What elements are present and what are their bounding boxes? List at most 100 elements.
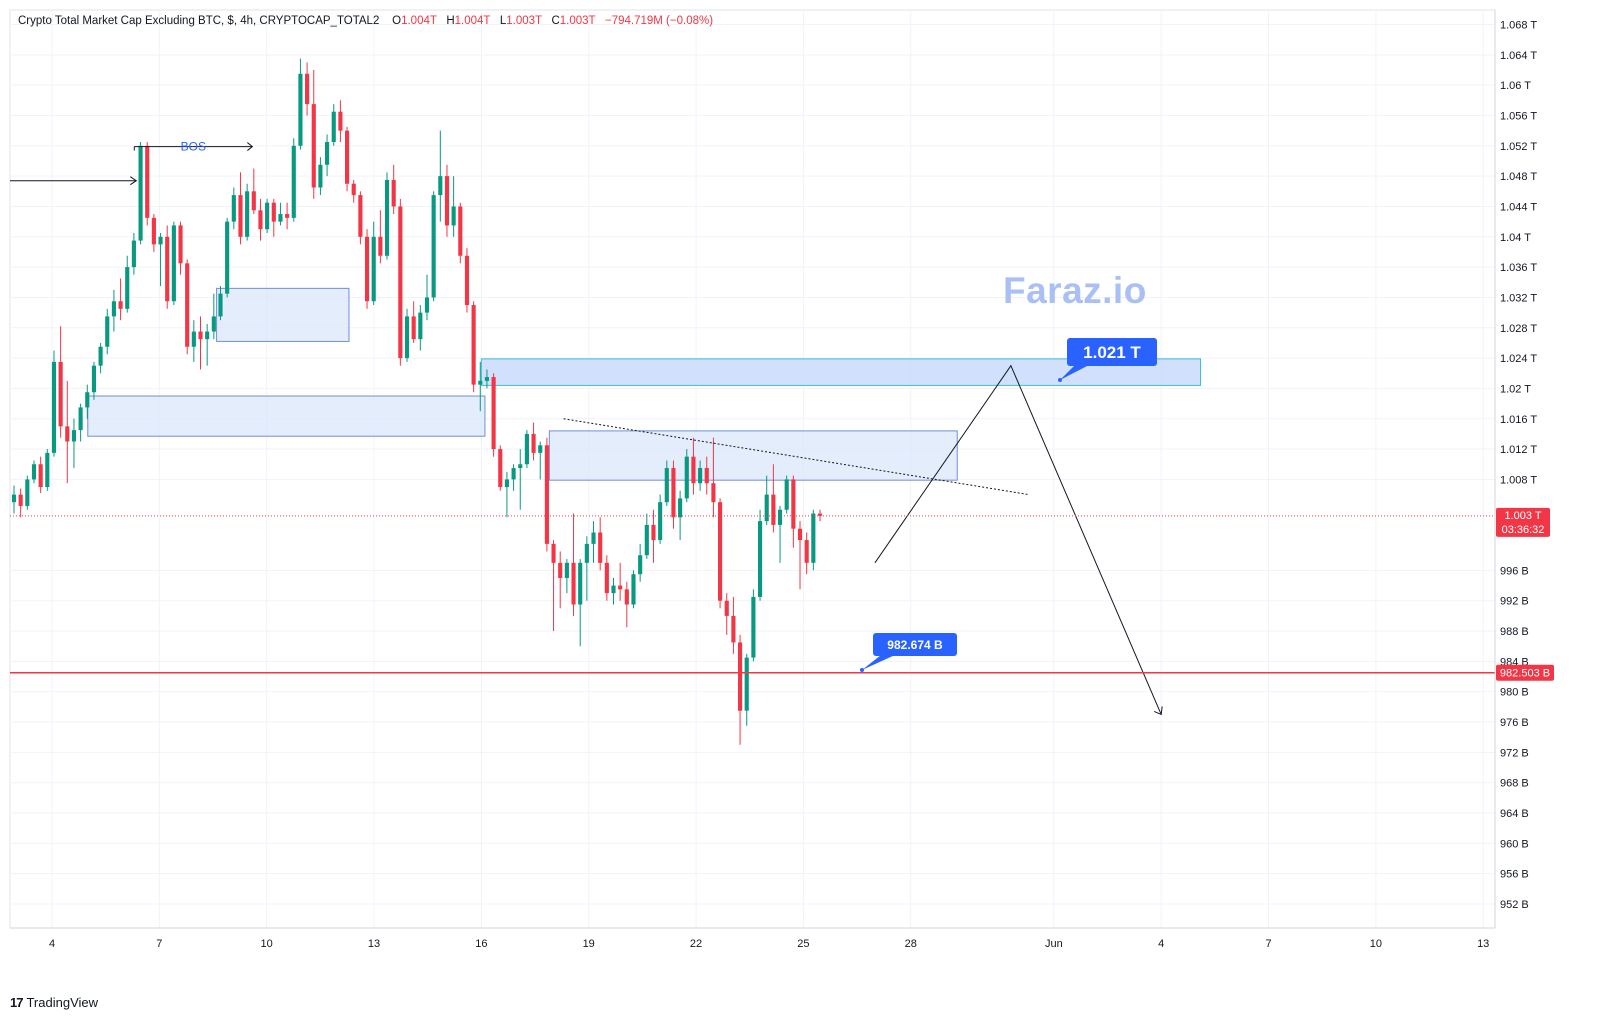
candle	[71, 418, 77, 469]
demand-zone-1	[87, 395, 486, 437]
candle-body	[71, 430, 77, 442]
candle-body	[238, 195, 243, 237]
candle	[51, 350, 57, 457]
candle-body	[518, 464, 523, 469]
candle-body	[731, 615, 736, 643]
tradingview-logo[interactable]: 17 TradingView	[10, 995, 98, 1010]
candle-body	[638, 555, 643, 575]
candle-body	[431, 195, 436, 298]
close-value: 1.003T	[559, 15, 596, 27]
candle-body	[271, 202, 276, 222]
callout-box	[873, 633, 957, 656]
open-label: O	[392, 15, 402, 27]
annotation-lines-layer: BOS	[10, 140, 1495, 716]
candle-body	[458, 206, 463, 256]
current-price-tag-bg	[1496, 507, 1550, 537]
candle-body	[291, 145, 296, 218]
y-tick-label: 1.04 T	[1500, 232, 1531, 244]
candle-body	[371, 236, 376, 302]
chart-legend-header[interactable]: Crypto Total Market Cap Excluding BTC, $…	[18, 15, 713, 27]
candle	[618, 562, 623, 601]
candle	[518, 449, 523, 510]
candle-body	[811, 513, 816, 563]
candle	[751, 589, 756, 662]
callout-box	[1067, 338, 1157, 366]
candle-body	[185, 263, 190, 347]
candle-body	[804, 540, 809, 563]
candle	[398, 198, 403, 366]
low-label: L	[499, 15, 507, 27]
candle	[584, 536, 589, 601]
y-tick-label: 992 B	[1500, 596, 1529, 608]
candle	[218, 286, 223, 321]
callout-label: 1.021 T	[1083, 343, 1141, 362]
candle	[331, 104, 336, 146]
y-tick-label: 1.056 T	[1500, 110, 1537, 122]
candle-body	[751, 596, 756, 658]
prior-high-arrow-icon	[130, 176, 138, 186]
candle	[698, 460, 703, 491]
candle-body	[198, 331, 203, 340]
current-price-value: 1.003 T	[1504, 510, 1541, 522]
candle	[631, 570, 636, 609]
candle-body	[584, 543, 589, 563]
demand-zone-2	[216, 287, 350, 342]
candle-body	[511, 468, 516, 480]
candle	[438, 130, 443, 222]
candle	[271, 198, 276, 237]
candle-body	[331, 111, 336, 143]
candle	[651, 509, 656, 563]
candle-body	[684, 456, 689, 499]
candle-body	[598, 532, 603, 563]
y-tick-label: 952 B	[1500, 899, 1529, 911]
candle	[757, 509, 763, 601]
candle-body	[524, 433, 529, 465]
candle-body	[258, 210, 263, 230]
candle	[45, 449, 50, 491]
y-tick-label: 980 B	[1500, 687, 1529, 699]
y-tick-label: 960 B	[1500, 838, 1529, 850]
candle-body	[85, 392, 90, 408]
candle-body	[364, 236, 370, 302]
candle-body	[484, 377, 490, 381]
candle	[205, 323, 210, 366]
y-tick-label: 956 B	[1500, 869, 1529, 881]
candle	[711, 437, 716, 518]
candle-body	[531, 433, 536, 453]
candle	[131, 233, 136, 275]
candle	[38, 456, 43, 494]
callout-anchor	[860, 668, 864, 672]
candle-body	[298, 73, 303, 146]
candle-body	[817, 513, 823, 516]
dotted-trendline	[563, 418, 1029, 496]
candle-body	[671, 468, 676, 518]
candle	[744, 653, 749, 726]
candle-body	[25, 479, 30, 506]
candle-body	[791, 479, 796, 529]
callout-label: 982.674 B	[887, 638, 943, 652]
candle-body	[624, 589, 629, 605]
y-tick-label: 996 B	[1500, 565, 1529, 577]
candle	[358, 191, 363, 245]
candle-body	[651, 524, 656, 541]
candle-body	[171, 225, 176, 302]
candle	[531, 422, 536, 461]
candle	[78, 403, 83, 442]
candle	[658, 494, 663, 544]
callout-anchor	[1058, 378, 1062, 382]
candle	[98, 342, 103, 374]
x-tick-label: 7	[156, 938, 162, 950]
candle	[245, 183, 250, 241]
candle-body	[444, 176, 450, 226]
candle	[571, 513, 576, 616]
candle	[678, 490, 683, 541]
x-tick-label: 25	[797, 938, 809, 950]
candle	[604, 555, 609, 601]
candle-body	[678, 498, 683, 518]
candle-body	[285, 214, 290, 218]
projection-path	[874, 364, 1162, 715]
price-labels-layer: 1.003 T 03:36:32 982.503 B 1.021 T 982.674 B	[860, 338, 1554, 681]
candle	[558, 551, 563, 609]
candle-body	[105, 316, 110, 347]
